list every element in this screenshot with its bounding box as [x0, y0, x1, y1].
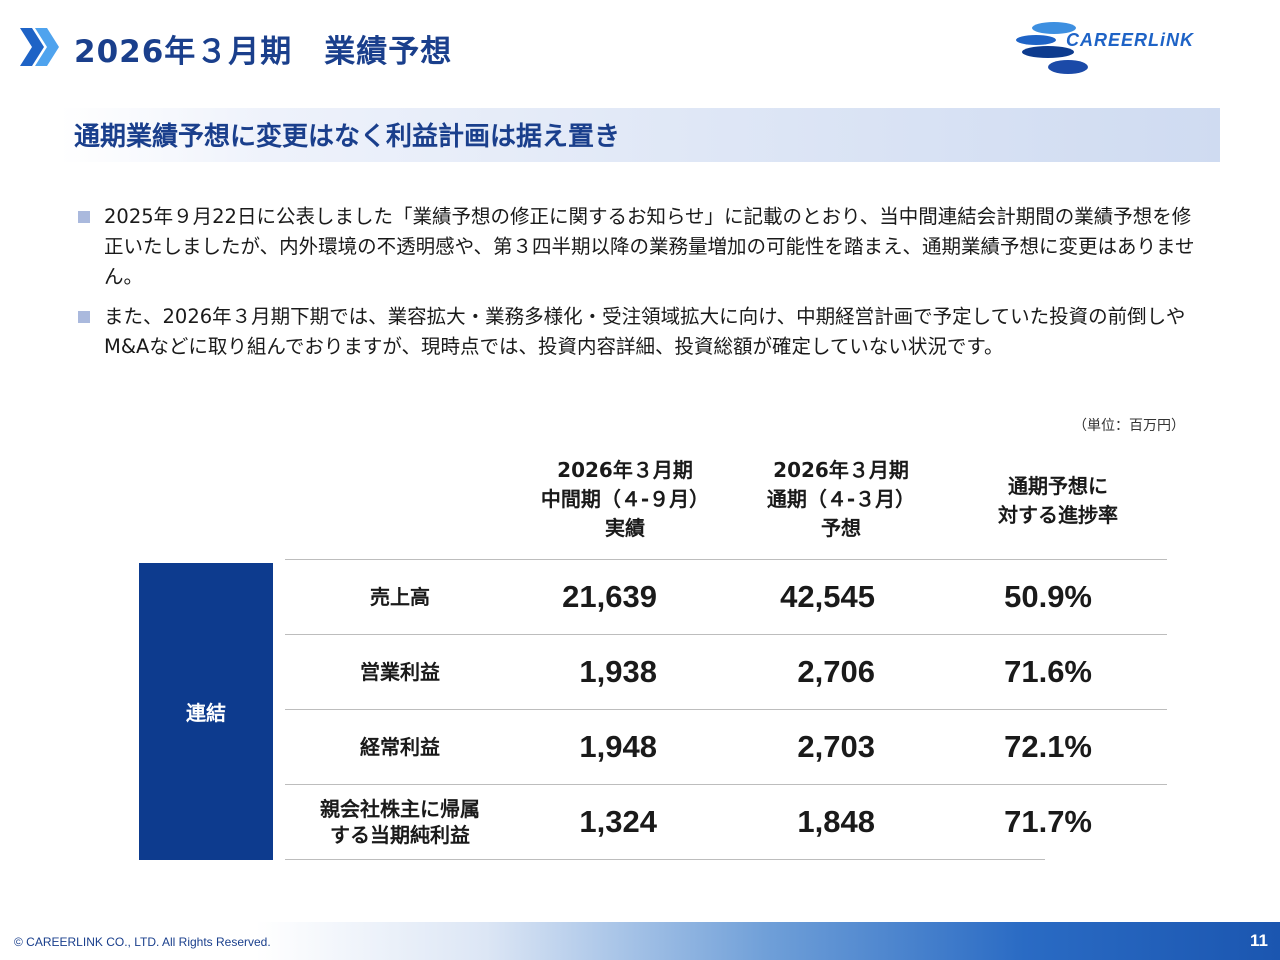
value-actual: 1,324 — [579, 804, 657, 839]
bullet-text: また、2026年３月期下期では、業容拡大・業務多様化・受注領域拡大に向け、中期経… — [104, 305, 1186, 358]
list-item: 2025年９月22日に公表しました「業績予想の修正に関するお知らせ」に記載のとお… — [78, 202, 1198, 292]
square-bullet-icon — [78, 311, 90, 323]
table-row: 営業利益 1,938 2,706 71.6% — [285, 635, 1165, 709]
value-actual: 1,938 — [579, 654, 657, 689]
list-item: また、2026年３月期下期では、業容拡大・業務多様化・受注領域拡大に向け、中期経… — [78, 302, 1198, 362]
value-forecast: 2,706 — [797, 654, 875, 689]
value-forecast: 2,703 — [797, 729, 875, 764]
value-progress-rate: 71.6% — [1004, 654, 1092, 689]
square-bullet-icon — [78, 211, 90, 223]
careerlink-logo — [1016, 22, 1088, 74]
table-row: 売上高 21,639 42,545 50.9% — [285, 560, 1165, 634]
unit-label: （単位：百万円） — [1073, 418, 1185, 434]
value-progress-rate: 72.1% — [1004, 729, 1092, 764]
group-label-consolidated: 連結 — [139, 563, 273, 860]
row-label: 営業利益 — [360, 660, 440, 684]
value-actual: 21,639 — [562, 579, 657, 614]
table-divider — [285, 859, 1045, 860]
subtitle: 通期業績予想に変更はなく利益計画は据え置き — [74, 122, 621, 152]
value-forecast: 42,545 — [780, 579, 875, 614]
value-progress-rate: 50.9% — [1004, 579, 1092, 614]
bullet-list: 2025年９月22日に公表しました「業績予想の修正に関するお知らせ」に記載のとお… — [78, 202, 1198, 372]
page-number: 11 — [1250, 931, 1268, 950]
table-divider — [285, 709, 1167, 710]
footer-bar: © CAREERLINK CO., LTD. All Rights Reserv… — [0, 922, 1280, 960]
value-actual: 1,948 — [579, 729, 657, 764]
table-divider — [285, 634, 1167, 635]
row-label: 親会社株主に帰属 する当期純利益 — [320, 797, 480, 847]
table-row: 経常利益 1,948 2,703 72.1% — [285, 710, 1165, 784]
chevron-right-icon — [20, 28, 59, 66]
logo-text: CAREERLiNK — [1066, 30, 1195, 50]
column-header-actual: 2026年３月期 中間期（４-９月） 実績 — [540, 458, 710, 540]
table-divider — [285, 784, 1167, 785]
subtitle-band: 通期業績予想に変更はなく利益計画は据え置き — [60, 108, 1220, 162]
copyright-text: © CAREERLINK CO., LTD. All Rights Reserv… — [14, 935, 271, 949]
bullet-text: 2025年９月22日に公表しました「業績予想の修正に関するお知らせ」に記載のとお… — [104, 205, 1195, 288]
value-forecast: 1,848 — [797, 804, 875, 839]
row-label: 経常利益 — [360, 735, 440, 759]
value-progress-rate: 71.7% — [1004, 804, 1092, 839]
table-row: 親会社株主に帰属 する当期純利益 1,324 1,848 71.7% — [285, 785, 1165, 859]
column-header-forecast: 2026年３月期 通期（４-３月） 予想 — [766, 458, 916, 540]
page-title: 2026年３月期 業績予想 — [74, 34, 453, 70]
column-header-progress: 通期予想に 対する進捗率 — [998, 474, 1118, 527]
row-label: 売上高 — [370, 585, 430, 609]
table-divider — [285, 559, 1167, 560]
